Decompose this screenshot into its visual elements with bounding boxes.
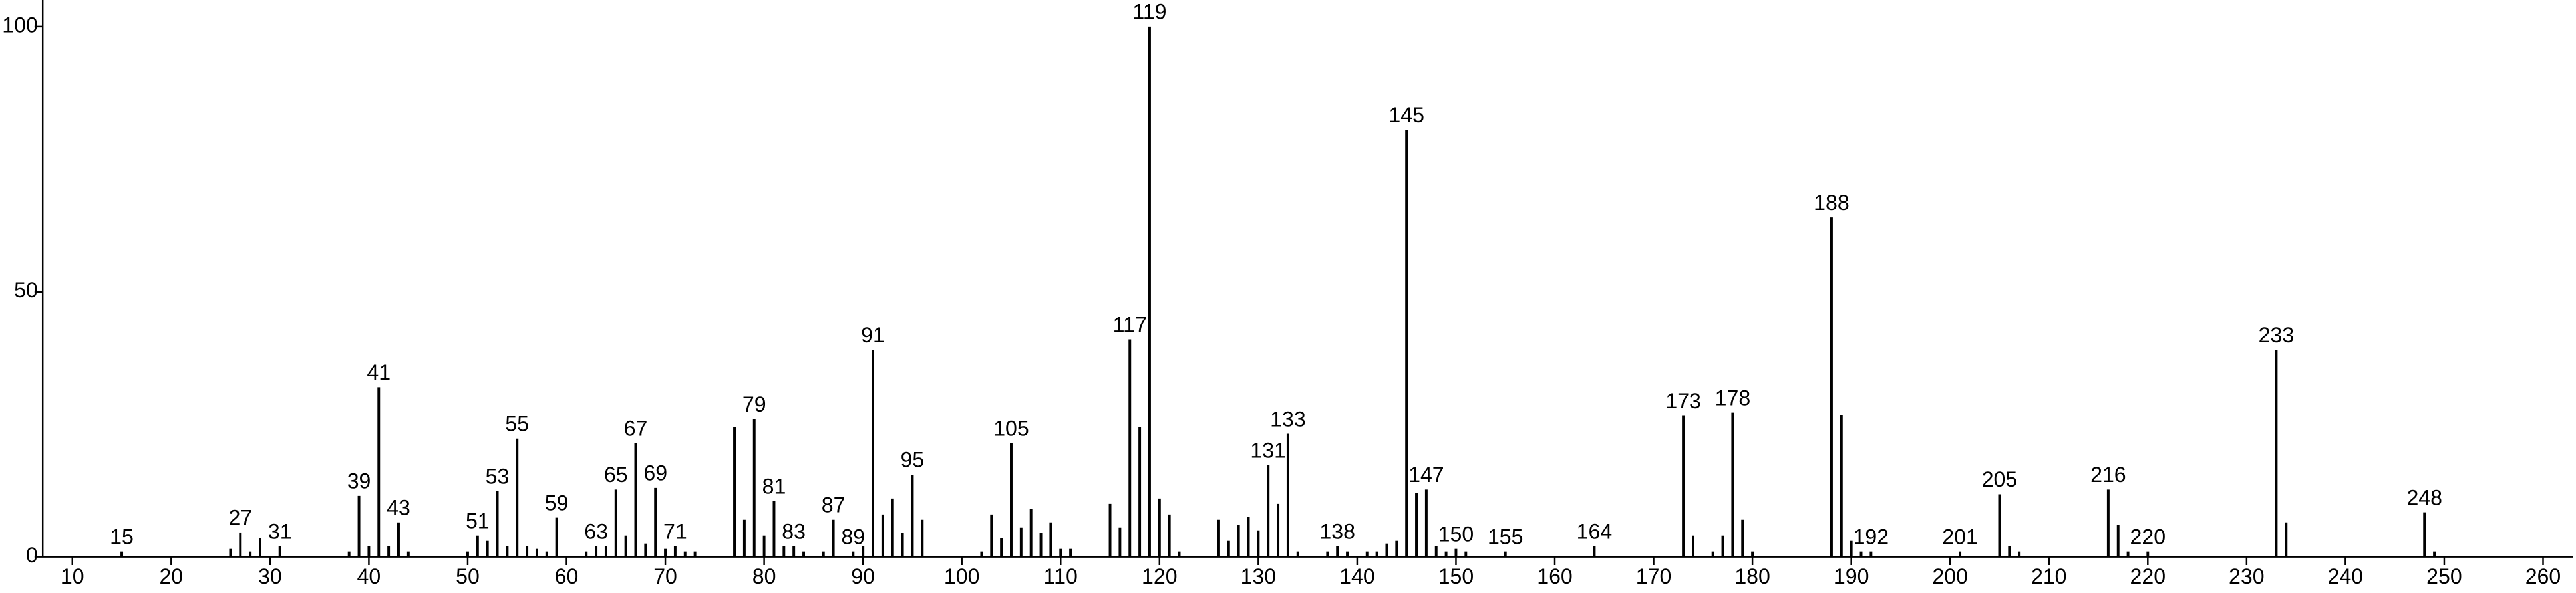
peak-label: 201	[1942, 525, 1978, 548]
peak-label: 119	[1132, 0, 1166, 24]
peak-label: 205	[1982, 467, 2018, 491]
x-tick-label: 10	[61, 564, 84, 588]
peak-label: 164	[1577, 519, 1613, 543]
x-tick-label: 170	[1636, 564, 1672, 588]
peak-label: 173	[1665, 389, 1701, 413]
x-tick-label: 50	[456, 564, 480, 588]
peak-label: 178	[1715, 386, 1751, 410]
peak-label: 216	[2090, 463, 2126, 487]
peak-label: 188	[1814, 191, 1850, 215]
peak-label: 41	[367, 360, 391, 384]
peak-label: 91	[861, 323, 885, 347]
peak-label: 71	[663, 519, 687, 543]
x-tick-label: 260	[2525, 564, 2561, 588]
peak-label: 147	[1408, 463, 1444, 487]
peak-label: 133	[1270, 407, 1306, 431]
peak-label: 220	[2130, 525, 2166, 548]
x-tick-label: 200	[1932, 564, 1968, 588]
peak-label: 27	[228, 506, 252, 530]
peak-label: 233	[2259, 323, 2295, 347]
peak-label: 43	[387, 495, 410, 519]
peak-label: 15	[110, 525, 134, 548]
x-tick-label: 160	[1537, 564, 1573, 588]
peak-label: 81	[762, 475, 786, 499]
peak-label: 105	[993, 417, 1029, 441]
peak-label: 63	[584, 519, 608, 543]
y-tick-label: 0	[26, 543, 38, 567]
peak-label: 150	[1438, 522, 1474, 546]
x-tick-label: 80	[752, 564, 776, 588]
peak-label: 53	[486, 464, 510, 488]
x-tick-label: 220	[2130, 564, 2166, 588]
x-tick-label: 110	[1044, 564, 1078, 588]
x-tick-label: 250	[2426, 564, 2462, 588]
peak-label: 55	[505, 412, 529, 435]
x-tick-label: 60	[555, 564, 579, 588]
peak-label: 145	[1388, 103, 1424, 127]
peak-label: 79	[742, 392, 766, 416]
x-tick-label: 230	[2229, 564, 2265, 588]
peak-label: 83	[782, 519, 806, 543]
peak-label: 248	[2406, 485, 2442, 509]
peak-label: 39	[347, 469, 371, 493]
peak-label: 87	[822, 493, 846, 517]
x-tick-label: 90	[851, 564, 875, 588]
x-tick-label: 210	[2031, 564, 2067, 588]
x-tick-label: 120	[1142, 564, 1178, 588]
x-tick-label: 190	[1834, 564, 1869, 588]
peak-label: 131	[1250, 438, 1286, 462]
x-tick-label: 130	[1241, 564, 1277, 588]
peak-label: 65	[604, 463, 628, 487]
x-tick-label: 70	[653, 564, 677, 588]
peak-label: 69	[643, 461, 667, 485]
x-tick-label: 20	[159, 564, 183, 588]
peak-label: 155	[1488, 525, 1524, 548]
x-tick-label: 100	[944, 564, 980, 588]
peak-label: 59	[545, 491, 569, 515]
peak-label: 192	[1853, 525, 1889, 548]
x-tick-label: 180	[1734, 564, 1770, 588]
peak-label: 138	[1319, 519, 1355, 543]
peak-label: 31	[268, 519, 292, 543]
y-tick-label: 100	[2, 13, 38, 37]
peak-label: 89	[841, 525, 865, 548]
peak-label: 67	[624, 417, 648, 441]
x-tick-label: 40	[357, 564, 381, 588]
x-tick-label: 30	[258, 564, 282, 588]
x-tick-label: 140	[1339, 564, 1375, 588]
peak-label: 95	[901, 448, 925, 472]
x-tick-label: 150	[1438, 564, 1474, 588]
peak-label: 51	[466, 509, 490, 533]
peak-label: 117	[1113, 312, 1147, 336]
x-tick-label: 240	[2328, 564, 2364, 588]
y-tick-label: 50	[14, 278, 38, 302]
